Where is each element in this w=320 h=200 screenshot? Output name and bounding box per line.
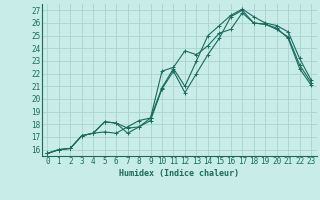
- X-axis label: Humidex (Indice chaleur): Humidex (Indice chaleur): [119, 169, 239, 178]
